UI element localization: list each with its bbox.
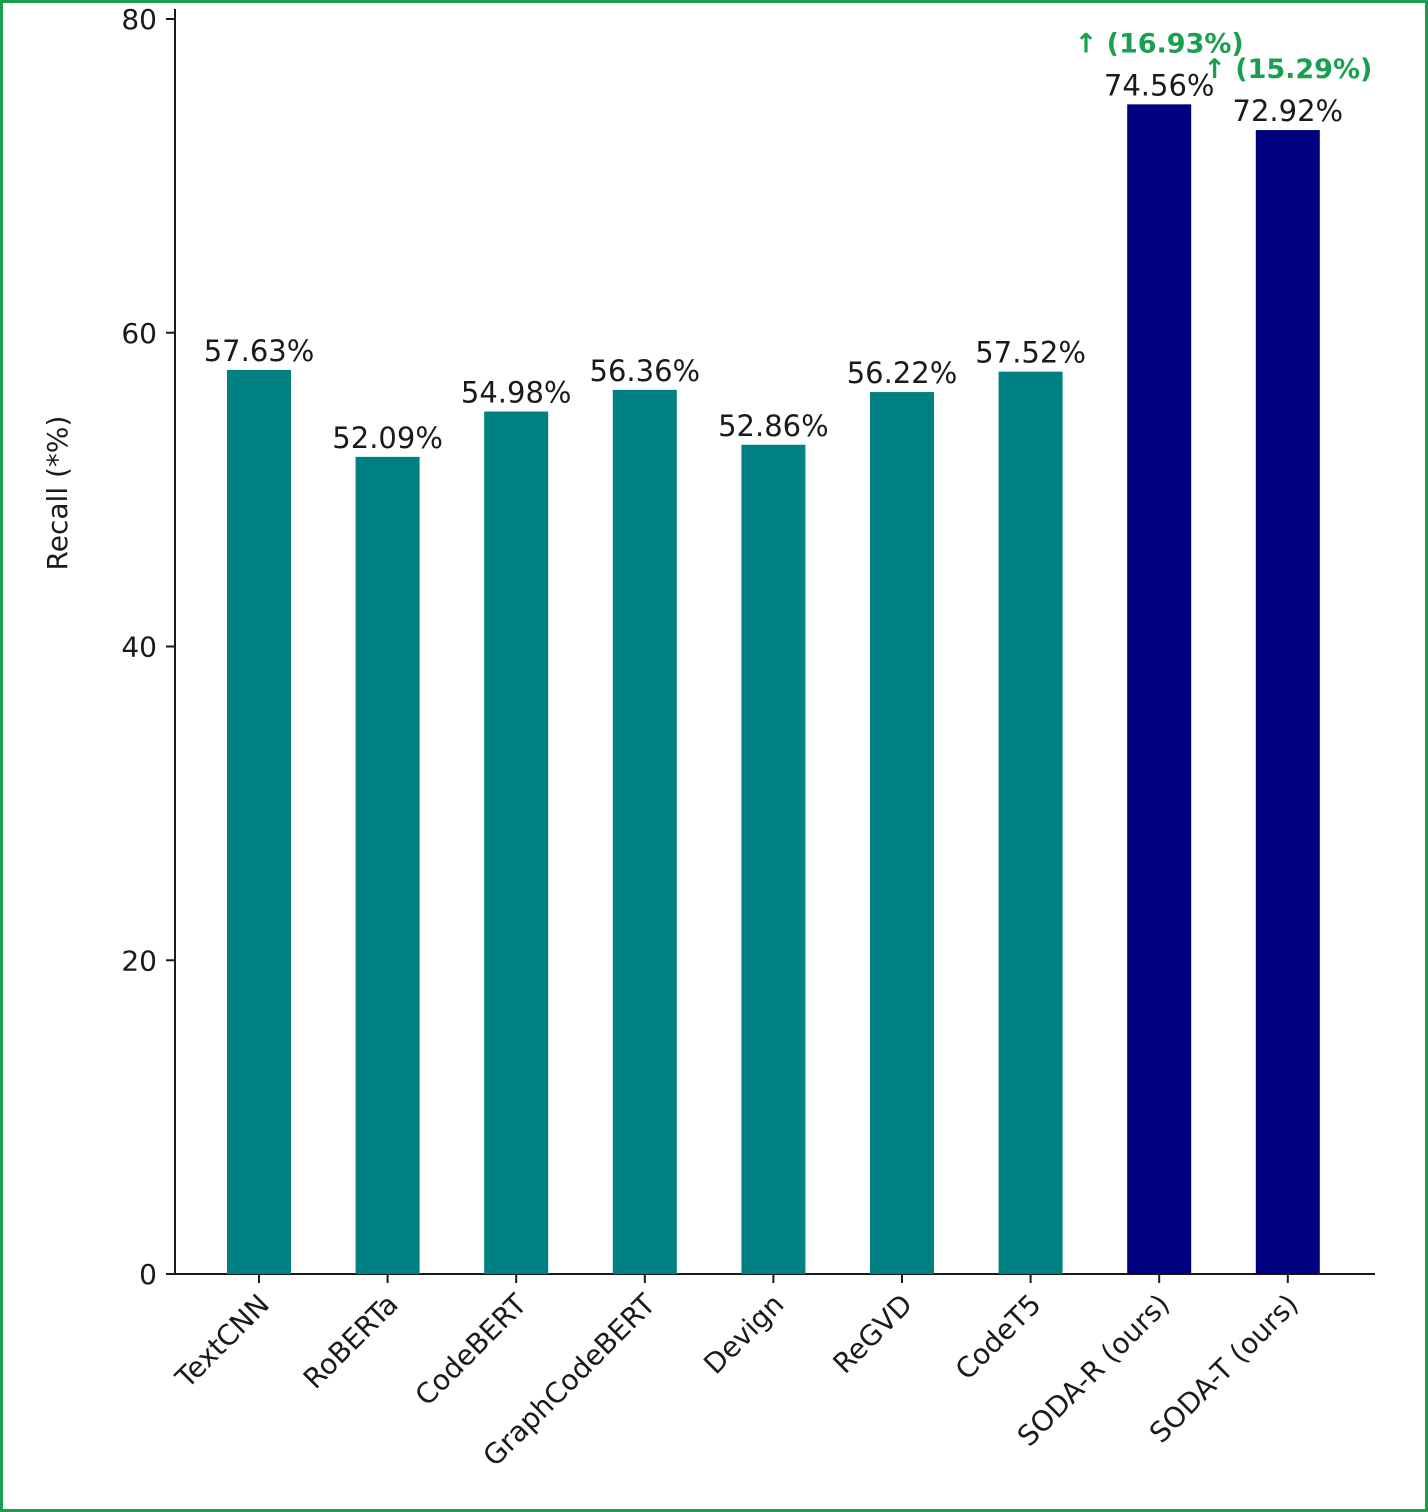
bar-devign — [741, 444, 806, 1274]
bar-value-label: 52.09% — [332, 421, 443, 455]
y-tick-label: 60 — [121, 317, 157, 350]
x-tick-label: CodeT5 — [949, 1288, 1048, 1387]
bar-value-label: 57.63% — [204, 334, 315, 368]
x-tick-label: Devign — [697, 1288, 790, 1381]
x-tick-label: TextCNN — [168, 1288, 276, 1396]
bars-group — [227, 104, 1320, 1275]
bar-soda-t-ours — [1255, 130, 1320, 1274]
improvement-annotation: ↑ (16.93%) — [1075, 28, 1244, 59]
bar-textcnn — [227, 369, 291, 1274]
recall-bar-chart: 0 20 40 60 80 TextCNN RoBERTa CodeBERTGraphCod… — [41, 3, 1375, 1473]
y-axis: 0 20 40 60 80 — [121, 3, 176, 1291]
value-labels-group: 57.63% 52.09% 54.98% 56.36% 52.86% 56.22% 57.5… — [204, 28, 1373, 454]
bar-soda-r-ours — [1127, 104, 1192, 1275]
x-tick-label: RoBERTa — [297, 1288, 405, 1396]
y-tick-label: 0 — [139, 1258, 157, 1291]
improvement-annotation: ↑ (15.29%) — [1203, 54, 1372, 85]
bar-value-label: 57.52% — [975, 336, 1086, 370]
bar-codet5 — [998, 371, 1063, 1274]
bar-value-label: 54.98% — [461, 376, 572, 410]
bar-roberta — [355, 456, 420, 1274]
y-tick-label: 20 — [121, 944, 157, 977]
bar-value-label: 74.56% — [1104, 68, 1215, 102]
bar-value-label: 56.36% — [590, 354, 701, 388]
y-axis-title: Recall (*%) — [41, 416, 74, 571]
bar-value-label: 72.92% — [1233, 94, 1344, 128]
bar-regvd — [870, 392, 934, 1275]
x-tick-label: CodeBERT — [409, 1287, 534, 1412]
bar-value-label: 52.86% — [718, 409, 829, 443]
bar-graphcodebert — [612, 389, 677, 1274]
bar-value-label: 56.22% — [847, 356, 958, 390]
bar-codebert — [484, 411, 549, 1275]
x-tick-label: ReGVD — [826, 1288, 919, 1381]
y-tick-label: 80 — [121, 3, 157, 36]
y-tick-label: 40 — [121, 631, 157, 664]
